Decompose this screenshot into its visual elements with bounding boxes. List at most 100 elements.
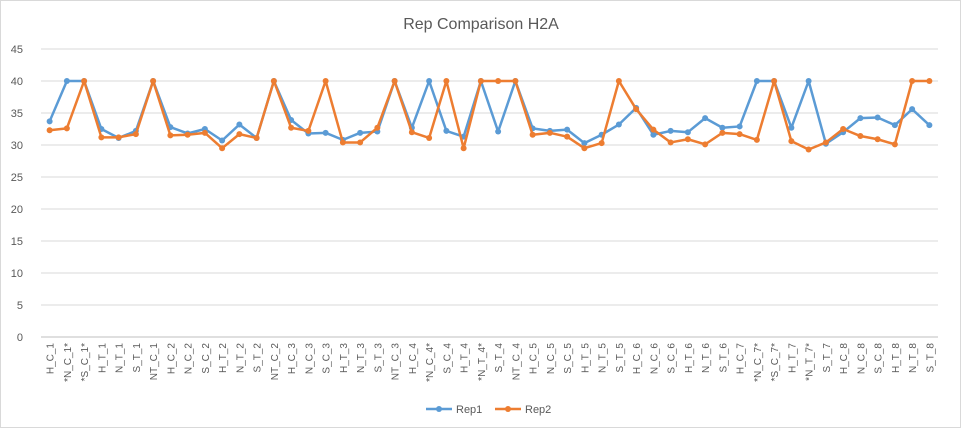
data-point-rep2 — [460, 145, 467, 152]
data-point-rep1 — [891, 122, 898, 129]
x-tick-label: N_T_6 — [701, 343, 712, 373]
data-point-rep2 — [702, 141, 709, 148]
x-tick-label: H_T_4 — [460, 343, 471, 373]
data-point-rep2 — [788, 138, 795, 145]
x-tick-label: N_C_8 — [856, 343, 867, 375]
data-point-rep2 — [288, 124, 295, 131]
data-point-rep1 — [219, 137, 226, 144]
x-tick-label: S_C_2 — [201, 343, 212, 374]
x-tick-label: S_T_3 — [373, 343, 384, 373]
y-tick-label: 20 — [11, 204, 23, 216]
data-point-rep2 — [736, 131, 743, 138]
data-point-rep2 — [891, 141, 898, 148]
data-point-rep2 — [771, 78, 778, 84]
data-point-rep1 — [667, 127, 674, 134]
data-point-rep2 — [236, 131, 243, 138]
legend-label: Rep1 — [456, 404, 482, 416]
x-tick-label: H_T_7 — [787, 343, 798, 373]
y-tick-label: 45 — [11, 44, 23, 56]
data-point-rep2 — [322, 78, 329, 84]
y-tick-label: 30 — [11, 140, 23, 152]
x-tick-label: H_T_6 — [684, 343, 695, 373]
x-tick-label: S_T_6 — [718, 343, 729, 373]
x-tick-label: S_T_5 — [615, 343, 626, 373]
data-point-rep2 — [495, 78, 502, 84]
x-tick-label: N_T_3 — [356, 343, 367, 373]
data-point-rep2 — [63, 125, 70, 132]
y-tick-label: 35 — [11, 108, 23, 120]
data-point-rep2 — [357, 139, 364, 146]
data-point-rep2 — [512, 78, 519, 84]
x-tick-label: N_T_1 — [115, 343, 126, 373]
data-point-rep2 — [391, 78, 398, 84]
data-point-rep2 — [184, 131, 191, 138]
data-point-rep2 — [564, 133, 571, 140]
y-tick-label: 15 — [11, 236, 23, 248]
data-point-rep2 — [46, 127, 53, 134]
x-tick-label: *N_T_4* — [477, 343, 488, 381]
x-tick-label: N_C_2 — [184, 343, 195, 375]
data-point-rep2 — [81, 78, 88, 84]
data-point-rep2 — [719, 129, 726, 136]
legend: Rep1 Rep2 — [426, 404, 551, 416]
data-point-rep1 — [650, 131, 657, 138]
x-tick-label: *S_C_7* — [770, 343, 781, 381]
data-point-rep1 — [926, 122, 933, 129]
data-point-rep1 — [564, 126, 571, 133]
data-point-rep2 — [753, 136, 760, 143]
series-line-rep1 — [48, 79, 931, 145]
x-tick-label: H_T_3 — [339, 343, 350, 373]
data-point-rep1 — [719, 124, 726, 131]
data-point-rep2 — [926, 78, 933, 84]
data-point-rep1 — [46, 118, 53, 125]
x-tick-label: N_C_3 — [304, 343, 315, 375]
data-point-rep2 — [115, 134, 122, 141]
x-tick-label: *N_C_1* — [63, 343, 74, 382]
x-tick-label: *N_T_7* — [805, 343, 816, 381]
x-tick-label: S_C_4 — [442, 343, 453, 374]
series-line-rep2 — [49, 79, 930, 151]
x-tick-label: S_C_8 — [874, 343, 885, 374]
data-point-rep2 — [167, 132, 174, 139]
data-point-rep1 — [909, 106, 916, 113]
x-tick-label: H_T_5 — [580, 343, 591, 373]
data-point-rep2 — [840, 126, 847, 132]
x-tick-label: S_T_8 — [925, 343, 936, 373]
data-point-rep2 — [684, 136, 691, 143]
data-point-rep2 — [546, 129, 553, 136]
x-tick-label: N_C_6 — [649, 343, 660, 375]
data-point-rep2 — [253, 134, 260, 141]
x-tick-label: *N_C_7* — [753, 343, 764, 382]
x-tick-label: H_C_2 — [166, 343, 177, 375]
legend-marker — [505, 406, 511, 412]
data-point-rep2 — [581, 145, 588, 152]
data-point-rep2 — [339, 139, 346, 146]
x-tick-label: N_T_8 — [908, 343, 919, 373]
data-point-rep2 — [270, 78, 277, 84]
y-tick-label: 0 — [17, 332, 23, 344]
x-tick-label: S_T_7 — [822, 343, 833, 373]
x-tick-label: H_C_3 — [287, 343, 298, 375]
data-point-rep2 — [443, 78, 450, 84]
x-tick-label: S_T_2 — [253, 343, 264, 373]
data-point-rep1 — [753, 78, 760, 84]
x-tick-label: S_T_4 — [494, 343, 505, 373]
data-point-rep2 — [650, 126, 657, 133]
data-point-rep2 — [633, 106, 640, 113]
x-tick-label: NT_C_1 — [149, 343, 160, 381]
data-point-rep1 — [581, 140, 588, 147]
data-point-rep1 — [736, 123, 743, 130]
x-tick-label: H_C_8 — [839, 343, 850, 375]
x-tick-label: NT_C_3 — [391, 343, 402, 381]
x-tick-label: N_T_5 — [598, 343, 609, 373]
x-tick-label: NT_C_2 — [270, 343, 281, 381]
data-point-rep1 — [443, 127, 450, 134]
data-point-rep2 — [408, 129, 415, 136]
x-tick-label: H_C_6 — [632, 343, 643, 375]
y-tick-label: 40 — [11, 76, 23, 88]
data-point-rep2 — [201, 129, 208, 136]
data-point-rep1 — [874, 114, 881, 121]
x-tick-label: NT_C_4 — [511, 343, 522, 381]
